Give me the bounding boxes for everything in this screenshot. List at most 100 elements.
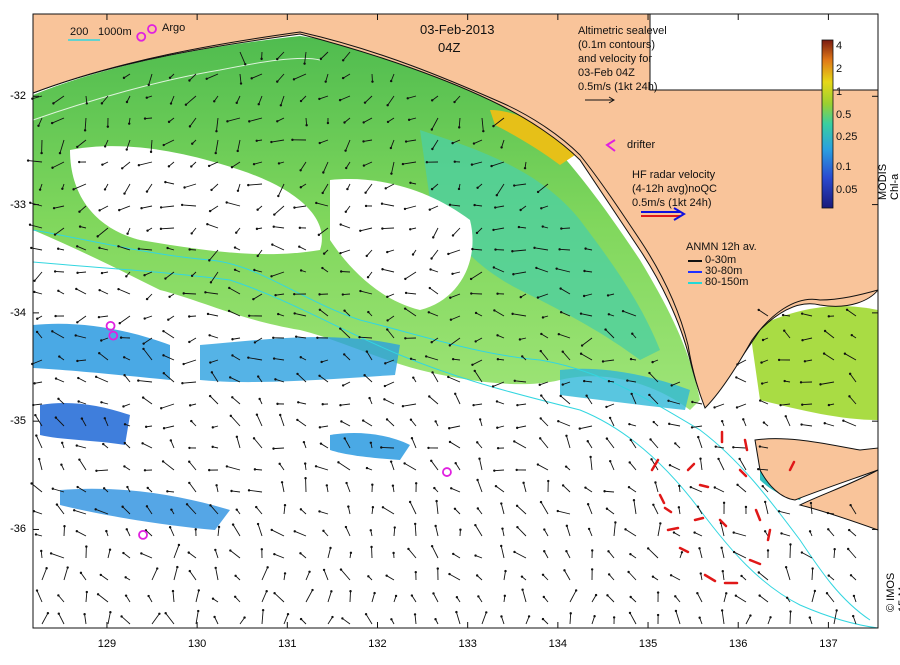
velocity-arrow-head xyxy=(236,436,238,438)
velocity-arrow-head xyxy=(339,99,341,101)
velocity-arrow-head xyxy=(181,382,183,384)
velocity-arrow-head xyxy=(188,482,190,484)
velocity-arrow-head xyxy=(589,456,591,458)
velocity-arrow-head xyxy=(231,354,233,356)
velocity-arrow-head xyxy=(537,191,539,193)
velocity-arrow-head xyxy=(169,526,171,528)
velocity-arrow-head xyxy=(431,371,433,373)
velocity-arrow-head xyxy=(300,269,302,271)
velocity-arrow-head xyxy=(262,609,264,611)
velocity-arrow-head xyxy=(78,458,80,460)
velocity-arrow-head xyxy=(218,526,220,528)
velocity-arrow-head xyxy=(316,337,318,339)
velocity-arrow-head xyxy=(842,420,844,422)
velocity-arrow-head xyxy=(763,421,765,423)
velocity-arrow-head xyxy=(477,595,479,597)
velocity-arrow-head xyxy=(29,224,31,226)
velocity-arrow-head xyxy=(495,485,497,487)
velocity-arrow-head xyxy=(429,268,431,270)
velocity-arrow-head xyxy=(533,247,535,249)
velocity-arrow-head xyxy=(736,363,738,365)
velocity-arrow-head xyxy=(293,312,295,314)
velocity-arrow-head xyxy=(273,553,275,555)
velocity-arrow-head xyxy=(449,297,451,299)
velocity-arrow-head xyxy=(492,125,494,127)
velocity-arrow-head xyxy=(608,573,610,575)
velocity-arrow-head xyxy=(142,396,144,398)
velocity-arrow-head xyxy=(265,590,267,592)
velocity-arrow-head xyxy=(226,120,228,122)
velocity-arrow-head xyxy=(833,548,835,550)
velocity-arrow-head xyxy=(50,552,52,554)
velocity-arrow-head xyxy=(60,464,62,466)
velocity-arrow-head xyxy=(195,528,197,530)
velocity-arrow-head xyxy=(365,613,367,615)
velocity-arrow-head xyxy=(844,352,846,354)
velocity-arrow-head xyxy=(785,566,787,568)
velocity-arrow-head xyxy=(166,490,168,492)
velocity-arrow-head xyxy=(98,209,100,211)
velocity-arrow-head xyxy=(234,596,236,598)
velocity-arrow-head xyxy=(36,589,38,591)
velocity-arrow-head xyxy=(852,615,854,617)
velocity-arrow-head xyxy=(449,344,451,346)
velocity-arrow-head xyxy=(405,140,407,142)
velocity-arrow-head xyxy=(247,356,249,358)
velocity-arrow-head xyxy=(98,316,100,318)
velocity-arrow-head xyxy=(565,550,567,552)
velocity-arrow-head xyxy=(373,592,375,594)
velocity-arrow-head xyxy=(276,403,278,405)
velocity-arrow-head xyxy=(696,592,698,594)
velocity-arrow-head xyxy=(516,427,518,429)
velocity-arrow-head xyxy=(38,458,40,460)
velocity-arrow-head xyxy=(325,80,327,82)
anmn-legend-item3: 80-150m xyxy=(705,276,748,288)
velocity-arrow-head xyxy=(516,526,518,528)
velocity-arrow-head xyxy=(500,146,502,148)
velocity-arrow-head xyxy=(447,376,449,378)
velocity-arrow-head xyxy=(163,372,165,374)
velocity-arrow-head xyxy=(429,287,431,289)
velocity-arrow-head xyxy=(627,571,629,573)
velocity-arrow-head xyxy=(299,552,301,554)
velocity-arrow-head xyxy=(256,228,258,230)
y-tick-label: -34 xyxy=(0,307,26,319)
velocity-arrow-head xyxy=(385,574,387,576)
altimetry-legend-line1: Altimetric sealevel xyxy=(578,25,667,37)
velocity-arrow-head xyxy=(337,461,339,463)
velocity-arrow-head xyxy=(583,380,585,382)
velocity-arrow-head xyxy=(319,309,321,311)
velocity-arrow-head xyxy=(735,376,737,378)
velocity-arrow xyxy=(55,271,64,272)
velocity-arrow-head xyxy=(809,616,811,618)
velocity-arrow-head xyxy=(624,528,626,530)
velocity-arrow-head xyxy=(453,101,455,103)
velocity-arrow-head xyxy=(51,330,53,332)
velocity-arrow-head xyxy=(543,596,545,598)
velocity-arrow-head xyxy=(189,404,191,406)
velocity-arrow-head xyxy=(835,609,837,611)
velocity-arrow xyxy=(184,293,196,294)
velocity-arrow-head xyxy=(164,612,166,614)
velocity-arrow-head xyxy=(715,445,717,447)
velocity-arrow-head xyxy=(630,393,632,395)
velocity-arrow-head xyxy=(386,418,388,420)
velocity-arrow-head xyxy=(537,463,539,465)
velocity-arrow-head xyxy=(322,530,324,532)
velocity-arrow-head xyxy=(138,248,140,250)
velocity-arrow-head xyxy=(320,361,322,363)
velocity-arrow-head xyxy=(190,165,192,167)
velocity-arrow-head xyxy=(123,192,125,194)
velocity-arrow-head xyxy=(472,404,474,406)
velocity-arrow-head xyxy=(471,248,473,250)
velocity-arrow-head xyxy=(449,441,451,443)
velocity-arrow-head xyxy=(345,482,347,484)
velocity-arrow-head xyxy=(847,548,849,550)
velocity-arrow-head xyxy=(318,98,320,100)
velocity-arrow-head xyxy=(380,446,382,448)
velocity-arrow-head xyxy=(381,202,383,204)
velocity-arrow-head xyxy=(188,315,190,317)
velocity-arrow-head xyxy=(61,442,63,444)
velocity-arrow-head xyxy=(570,612,572,614)
velocity-arrow-head xyxy=(215,484,217,486)
